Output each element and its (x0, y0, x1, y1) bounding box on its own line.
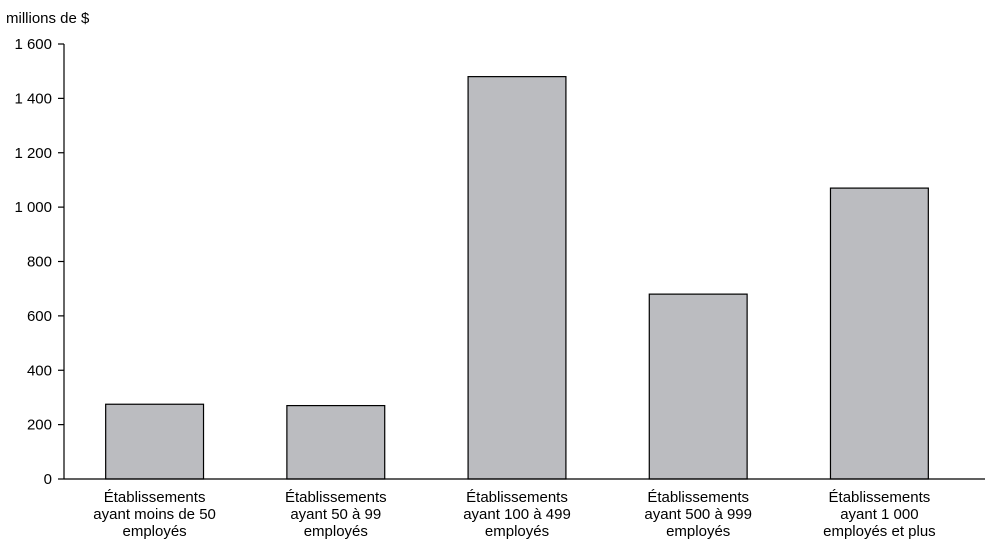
x-category-label: employés et plus (823, 523, 936, 540)
bar (105, 403, 205, 480)
x-category-label: Établissements (285, 489, 387, 506)
x-category-label: ayant 500 à 999 (644, 506, 752, 523)
y-axis-title: millions de $ (6, 10, 90, 27)
y-tick-label: 1 400 (14, 90, 52, 107)
x-category-label: Établissements (829, 489, 931, 506)
y-tick-label: 1 200 (14, 145, 52, 162)
y-tick-label: 1 000 (14, 199, 52, 216)
x-category-label: Établissements (466, 489, 568, 506)
bar (286, 404, 386, 480)
bars (105, 76, 929, 480)
y-tick-label: 600 (27, 308, 52, 325)
y-tick-label: 800 (27, 254, 52, 271)
y-tick-label: 0 (44, 471, 52, 488)
x-category-label: employés (666, 523, 730, 540)
x-category-label: ayant 100 à 499 (463, 506, 571, 523)
bar (467, 76, 567, 480)
y-tick-label: 200 (27, 417, 52, 434)
y-tick-label: 1 600 (14, 36, 52, 53)
y-axis-ticks: 0 200 400 600 800 1 000 1 200 1 400 1 600 (14, 36, 64, 488)
x-category-label: ayant 1 000 (840, 506, 918, 523)
y-tick-label: 400 (27, 362, 52, 379)
x-category-label: employés (122, 523, 186, 540)
x-category-label: ayant moins de 50 (93, 506, 216, 523)
x-category-label: Établissements (104, 489, 206, 506)
bar (648, 293, 748, 480)
x-category-label: Établissements (647, 489, 749, 506)
bar (829, 187, 929, 480)
x-category-label: employés (304, 523, 368, 540)
x-category-label: employés (485, 523, 549, 540)
x-category-label: ayant 50 à 99 (290, 506, 381, 523)
